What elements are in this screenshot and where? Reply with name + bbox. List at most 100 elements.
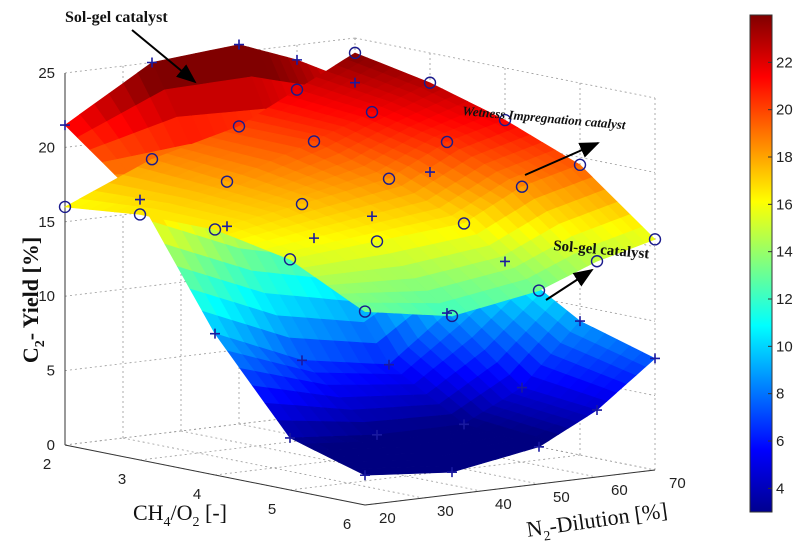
colorbar-tick-label: 14 [776, 244, 793, 261]
surfaces [64, 44, 656, 476]
data-point-circle [498, 113, 512, 127]
y-tick-label: 40 [495, 496, 512, 513]
y-tick-label: 50 [553, 489, 570, 506]
colorbar-tick-label: 22 [776, 54, 793, 71]
data-point-plus [222, 221, 232, 232]
colorbar-tick-label: 8 [776, 386, 784, 403]
y-tick-label: 30 [437, 503, 454, 520]
colorbar [749, 14, 773, 513]
colorbar-tick-label: 18 [776, 149, 793, 166]
data-point-plus [384, 359, 394, 370]
grid-line [139, 424, 431, 461]
grid-line [180, 430, 482, 492]
z-tick-label: 20 [38, 139, 55, 156]
data-point-circle [532, 284, 546, 297]
data-point-plus [60, 120, 70, 131]
grid-line [64, 335, 356, 371]
annotation-arrow-solgel-bottom [545, 268, 594, 301]
x-tick-label: 3 [118, 471, 126, 488]
data-point-circle [365, 105, 379, 119]
data-point-circle [370, 235, 384, 248]
y-axis-title: N2-Dilution [%] [525, 497, 670, 542]
tick-labels: 0 5 10 15 20 25 2 3 4 5 6 20 30 40 50 60 70 [38, 65, 685, 533]
data-point-circle [133, 208, 147, 221]
x-tick-label: 6 [343, 516, 351, 533]
z-axis-title: C2- Yield [%] [18, 237, 48, 363]
y-axis-line [364, 469, 656, 506]
data-point-plus [135, 194, 145, 205]
data-point-circle [220, 175, 234, 188]
data-point-plus [285, 432, 295, 443]
data-point-circle [590, 255, 604, 268]
z-tick-label: 0 [47, 437, 55, 454]
grid-line [354, 37, 656, 99]
data-point-circle [573, 158, 587, 172]
data-point-plus [517, 382, 527, 393]
data-point-circle [423, 76, 437, 89]
data-point-circle [232, 120, 246, 133]
annotation-solgel-top: Sol-gel catalyst [65, 9, 168, 26]
data-point-plus [210, 328, 220, 339]
z-tick-label: 10 [38, 288, 55, 305]
y-tick-label: 70 [669, 475, 686, 492]
data-point-circle [358, 305, 372, 318]
y-tick-label: 60 [611, 482, 628, 499]
data-point-plus [372, 429, 382, 440]
data-point-circle [58, 200, 72, 214]
x-tick-label: 4 [193, 486, 201, 503]
data-point-plus [309, 233, 319, 244]
data-point-circle [515, 180, 529, 193]
colorbar-tick-label: 4 [776, 480, 784, 497]
axes [64, 73, 656, 506]
data-point-plus [147, 57, 157, 68]
data-point-circle [145, 153, 159, 166]
grid-line [122, 437, 424, 499]
colorbar-tick-label: 12 [776, 291, 793, 308]
surface-patch-series-1 [352, 468, 380, 476]
data-point-plus [447, 467, 457, 478]
data-point-plus [575, 316, 585, 327]
data-point-circle [382, 172, 396, 185]
annotation-arrow-wetness [524, 142, 600, 176]
data-point-plus [459, 419, 469, 430]
data-point-circle [290, 83, 304, 96]
data-point-plus [360, 470, 370, 481]
data-point-circle [283, 253, 297, 266]
data-point-circle [457, 217, 471, 230]
colorbar-tick-label: 16 [776, 196, 793, 213]
data-point-plus [297, 355, 307, 366]
data-point-circle [648, 233, 662, 246]
data-point-plus [425, 167, 435, 178]
colorbar-tick-label: 10 [776, 338, 793, 355]
data-markers [58, 39, 662, 481]
x-axis-line [64, 444, 366, 506]
colorbar-tick-label: 6 [776, 433, 784, 450]
data-point-plus [592, 405, 602, 416]
z-tick-label: 25 [38, 65, 55, 82]
data-point-plus [350, 77, 360, 88]
data-point-circle [440, 135, 454, 149]
data-point-plus [367, 211, 377, 222]
x-axis-title: CH4/O2 [-] [133, 500, 227, 530]
data-point-plus [500, 256, 510, 267]
data-point-plus [650, 353, 660, 364]
annotation-arrow-solgel-top [131, 29, 197, 84]
colorbar-ticks: 4 6 8 10 12 14 16 18 20 22 [768, 54, 793, 497]
x-tick-label: 2 [43, 456, 51, 473]
x-tick-label: 5 [268, 501, 276, 518]
colorbar-tick-label: 20 [776, 102, 793, 119]
data-point-circle [295, 197, 309, 211]
data-point-plus [534, 441, 544, 452]
data-point-plus [442, 308, 452, 319]
grid-line [64, 409, 356, 446]
data-point-plus [234, 39, 244, 50]
data-point-circle [208, 223, 222, 236]
z-tick-label: 15 [38, 214, 55, 231]
y-tick-label: 20 [379, 510, 396, 527]
data-point-circle [307, 135, 321, 148]
z-tick-label: 5 [47, 363, 55, 380]
data-point-plus [292, 54, 302, 65]
data-point-circle [348, 46, 362, 60]
